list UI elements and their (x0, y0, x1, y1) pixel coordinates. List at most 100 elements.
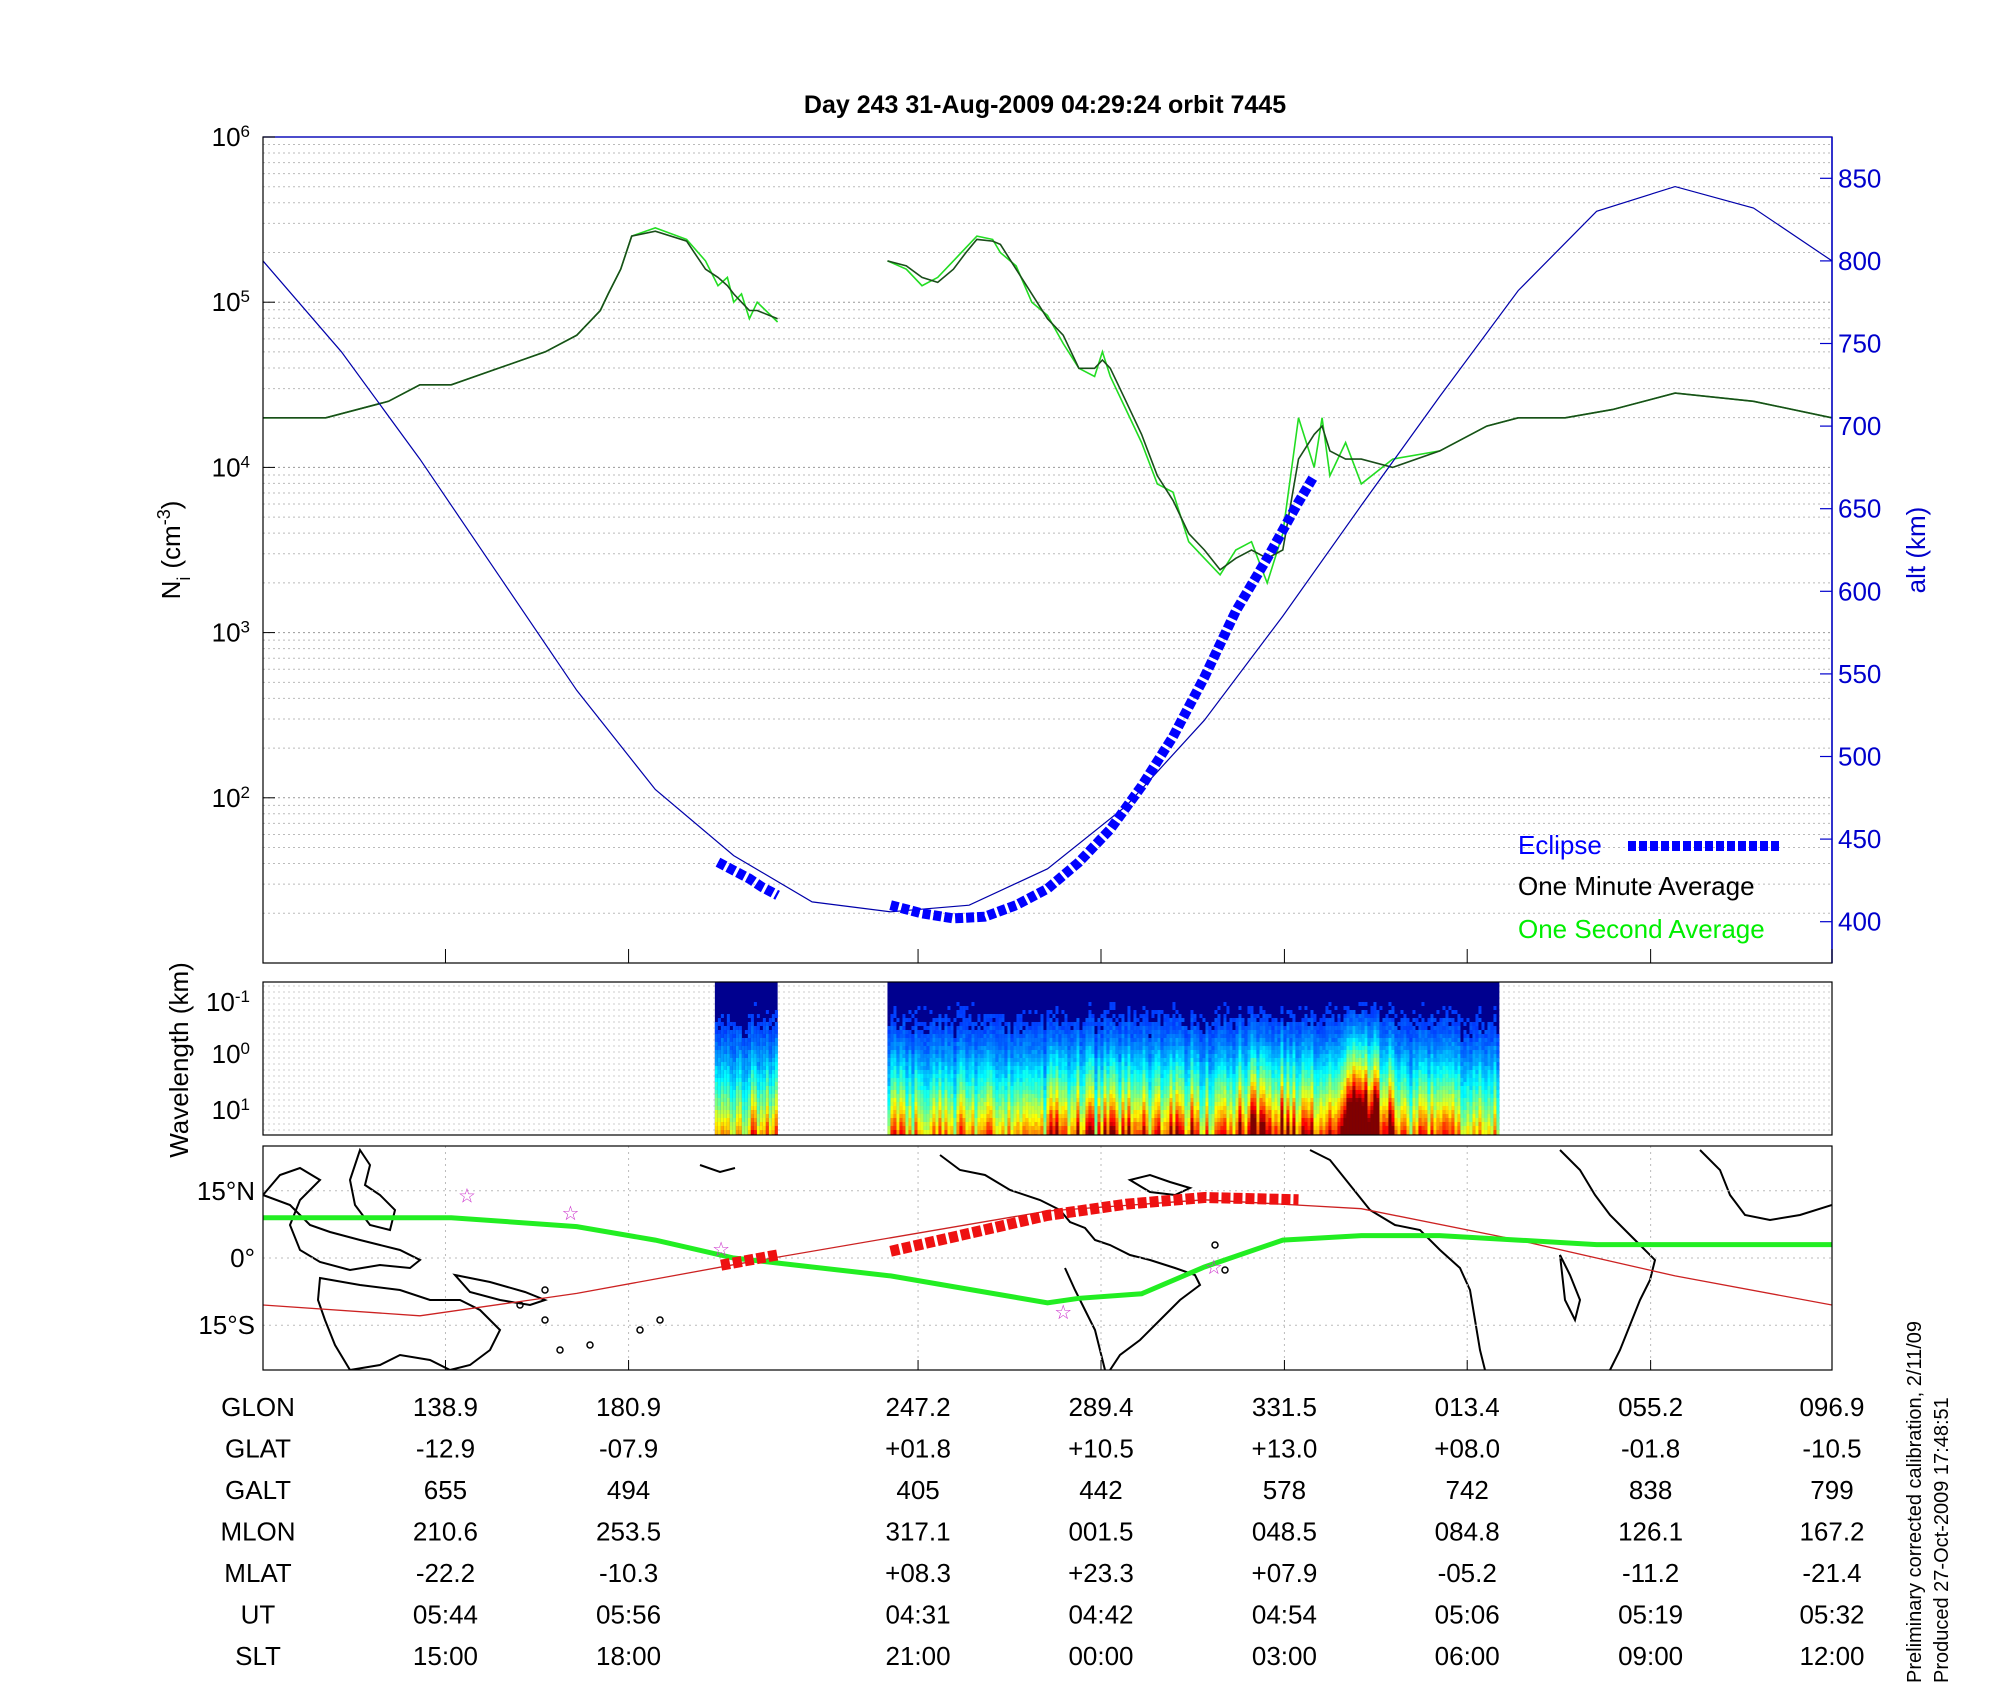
spectrogram-cell (938, 1118, 942, 1122)
spectrogram-cell (1250, 1026, 1254, 1030)
spectrogram-cell (1217, 1066, 1221, 1070)
spectrogram-cell (1175, 1038, 1179, 1042)
spectrogram-cell (750, 1046, 754, 1050)
spectrogram-cell (1295, 1106, 1299, 1110)
spectrogram-cell (953, 1054, 957, 1058)
spectrogram-cell (1019, 1086, 1023, 1090)
spectrogram-cell (980, 1030, 984, 1034)
spectrogram-cell (750, 1130, 754, 1134)
spectrogram-cell (1214, 1054, 1218, 1058)
spectrogram-cell (1040, 1062, 1044, 1066)
spectrogram-cell (1166, 1042, 1170, 1046)
spectrogram-cell (1235, 1094, 1239, 1098)
spectrogram-cell (1070, 1086, 1074, 1090)
spectrogram-cell (1148, 1038, 1152, 1042)
spectrogram-cell (1124, 1038, 1128, 1042)
spectrogram-cell (771, 1018, 775, 1022)
spectrogram-cell (962, 1034, 966, 1038)
spectrogram-cell (926, 1082, 930, 1086)
spectrogram-cell (908, 1122, 912, 1126)
spectrogram-cell (947, 1034, 951, 1038)
spectrogram-cell (1031, 1098, 1035, 1102)
spectrogram-cell (947, 1082, 951, 1086)
spectrogram-cell (1262, 1046, 1266, 1050)
spectrogram-cell (1265, 1066, 1269, 1070)
spectrogram-cell (1013, 1094, 1017, 1098)
spectrogram-cell (971, 1030, 975, 1034)
spectrogram-cell (1076, 1026, 1080, 1030)
spectrogram-cell (1079, 1062, 1083, 1066)
spectrogram-cell (1259, 1038, 1263, 1042)
spectrogram-cell (1217, 1110, 1221, 1114)
spectrogram-cell (983, 1070, 987, 1074)
spectrogram-cell (1208, 1030, 1212, 1034)
spectrogram-cell (1199, 1110, 1203, 1114)
spectrogram-cell (938, 1062, 942, 1066)
spectrogram-cell (995, 1050, 999, 1054)
spectrogram-cell (947, 1098, 951, 1102)
spectrogram-cell (1238, 1058, 1242, 1062)
spectrogram-cell (1193, 1046, 1197, 1050)
spectrogram-cell (896, 1114, 900, 1118)
spectrogram-cell (944, 1034, 948, 1038)
spectrogram-cell (1187, 1058, 1191, 1062)
spectrogram-cell (1007, 1054, 1011, 1058)
spectrogram-cell (899, 1074, 903, 1078)
spectrogram-cell (1274, 1042, 1278, 1046)
spectrogram-cell (738, 1098, 742, 1102)
spectrogram-cell (980, 1078, 984, 1082)
spectrogram-cell (1088, 1122, 1092, 1126)
spectrogram-cell (1307, 1046, 1311, 1050)
spectrogram-cell (1301, 1086, 1305, 1090)
spectrogram-cell (1259, 1054, 1263, 1058)
spectrogram-cell (1310, 1102, 1314, 1106)
spectrogram-cell (1052, 1106, 1056, 1110)
spectrogram-cell (971, 1002, 975, 1006)
spectrogram-cell (938, 1086, 942, 1090)
spectrogram-cell (726, 1014, 730, 1018)
spectrogram-cell (1163, 1098, 1167, 1102)
spectrogram-cell (1067, 1094, 1071, 1098)
spectrogram-cell (1220, 1114, 1224, 1118)
spectrogram-cell (1184, 1046, 1188, 1050)
spectrogram-cell (1211, 1034, 1215, 1038)
spectrogram-cell (1043, 1046, 1047, 1050)
spectrogram-cell (1250, 1122, 1254, 1126)
spectrogram-cell (1016, 1034, 1020, 1038)
spectrogram-cell (1007, 1082, 1011, 1086)
spectrogram-cell (1109, 1058, 1113, 1062)
spectrogram-cell (1124, 1074, 1128, 1078)
spectrogram-cell (1007, 1066, 1011, 1070)
spectrogram-cell (1160, 1130, 1164, 1134)
spectrogram-cell (998, 1054, 1002, 1058)
spectrogram-cell (1139, 1078, 1143, 1082)
spectrogram-cell (1094, 1126, 1098, 1130)
spectrogram-cell (1007, 1110, 1011, 1114)
spectrogram-cell (1163, 1114, 1167, 1118)
spectrogram-cell (1049, 1066, 1053, 1070)
spectrogram-cell (1256, 1118, 1260, 1122)
spectrogram-cell (1211, 1122, 1215, 1126)
spectrogram-cell (1289, 1074, 1293, 1078)
spectrogram-cell (1277, 1106, 1281, 1110)
spectrogram-cell (1163, 1066, 1167, 1070)
spectrogram-cell (911, 1094, 915, 1098)
spectrogram-cell (1100, 1022, 1104, 1026)
spectrogram-cell (956, 1042, 960, 1046)
spectrogram-cell (1274, 1050, 1278, 1054)
spectrogram-cell (1091, 1074, 1095, 1078)
spectrogram-cell (1106, 1094, 1110, 1098)
spectrogram-cell (1070, 1102, 1074, 1106)
spectrogram-cell (1130, 1114, 1134, 1118)
spectrogram-cell (1259, 1114, 1263, 1118)
spectrogram-cell (1280, 1102, 1284, 1106)
spectrogram-cell (971, 1062, 975, 1066)
spectrogram-cell (732, 1098, 736, 1102)
spectrogram-cell (965, 1026, 969, 1030)
spectrogram-cell (896, 1070, 900, 1074)
spectrogram-cell (1286, 1122, 1290, 1126)
spectrogram-cell (1232, 1110, 1236, 1114)
spectrogram-cell (1307, 1018, 1311, 1022)
spectrogram-cell (1274, 1110, 1278, 1114)
spectrogram-cell (914, 1114, 918, 1118)
